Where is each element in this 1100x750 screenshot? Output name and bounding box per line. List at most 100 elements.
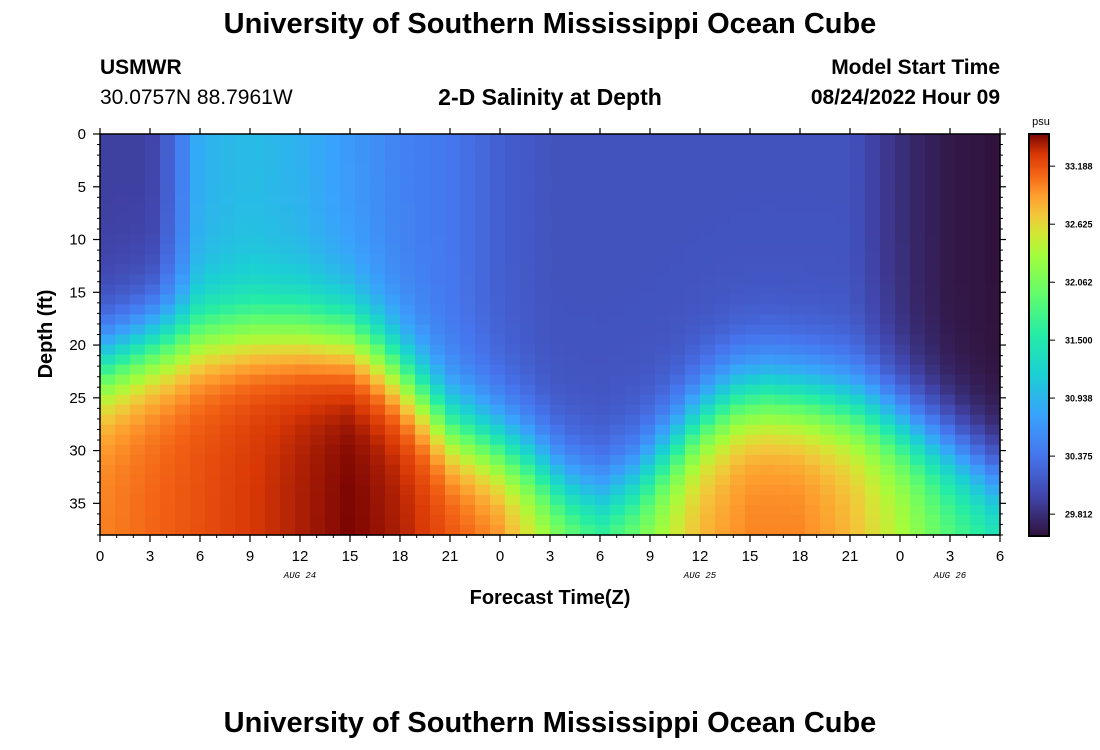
heatmap-cell: [325, 494, 341, 506]
heatmap-cell: [265, 454, 281, 466]
heatmap-cell: [700, 314, 716, 326]
heatmap-cell: [580, 254, 596, 265]
heatmap-cell: [265, 334, 281, 346]
heatmap-cell: [685, 304, 701, 316]
heatmap-cell: [670, 494, 686, 506]
heatmap-cell: [415, 454, 431, 466]
heatmap-cell: [775, 394, 791, 406]
heatmap-cell: [310, 454, 326, 466]
heatmap-cell: [145, 244, 161, 255]
heatmap-cell: [205, 434, 221, 446]
heatmap-cell: [460, 374, 476, 386]
heatmap-cell: [820, 264, 836, 275]
heatmap-cell: [190, 304, 206, 316]
heatmap-cell: [175, 174, 191, 185]
heatmap-cell: [250, 414, 266, 426]
heatmap-cells: [100, 134, 1001, 536]
heatmap-cell: [265, 224, 281, 235]
heatmap-cell: [280, 514, 296, 526]
heatmap-cell: [160, 514, 176, 526]
heatmap-cell: [400, 424, 416, 436]
heatmap-cell: [190, 214, 206, 225]
heatmap-cell: [790, 384, 806, 396]
heatmap-cell: [370, 134, 386, 145]
heatmap-cell: [805, 514, 821, 526]
heatmap-cell: [310, 474, 326, 486]
heatmap-cell: [775, 204, 791, 215]
heatmap-cell: [190, 454, 206, 466]
heatmap-cell: [475, 334, 491, 346]
heatmap-cell: [700, 324, 716, 336]
heatmap-cell: [760, 524, 776, 536]
heatmap-cell: [745, 244, 761, 255]
heatmap-cell: [520, 344, 536, 356]
heatmap-cell: [625, 484, 641, 496]
heatmap-cell: [565, 334, 581, 346]
heatmap-cell: [355, 354, 371, 366]
heatmap-cell: [685, 324, 701, 336]
heatmap-cell: [580, 344, 596, 356]
heatmap-cell: [700, 164, 716, 175]
heatmap-cell: [970, 404, 986, 416]
heatmap-cell: [640, 474, 656, 486]
heatmap-cell: [670, 134, 686, 145]
heatmap-cell: [955, 364, 971, 376]
heatmap-cell: [205, 314, 221, 326]
heatmap-cell: [895, 334, 911, 346]
heatmap-cell: [460, 314, 476, 326]
heatmap-cell: [445, 294, 461, 306]
heatmap-cell: [340, 144, 356, 155]
heatmap-cell: [790, 504, 806, 516]
heatmap-cell: [505, 254, 521, 265]
heatmap-cell: [415, 214, 431, 225]
heatmap-cell: [250, 144, 266, 155]
heatmap-cell: [700, 424, 716, 436]
heatmap-cell: [700, 344, 716, 356]
heatmap-cell: [190, 414, 206, 426]
heatmap-cell: [445, 274, 461, 285]
heatmap-cell: [970, 444, 986, 456]
heatmap-cell: [835, 144, 851, 155]
heatmap-cell: [895, 394, 911, 406]
heatmap-cell: [895, 304, 911, 316]
heatmap-cell: [715, 414, 731, 426]
colorbar-tick-label: 30.375: [1065, 452, 1093, 462]
heatmap-cell: [340, 464, 356, 476]
heatmap-cell: [220, 254, 236, 265]
heatmap-cell: [385, 214, 401, 225]
heatmap-cell: [310, 514, 326, 526]
heatmap-cell: [460, 414, 476, 426]
heatmap-cell: [385, 274, 401, 285]
heatmap-cell: [970, 304, 986, 316]
heatmap-cell: [130, 424, 146, 436]
heatmap-cell: [910, 224, 926, 235]
heatmap-cell: [760, 284, 776, 296]
heatmap-cell: [565, 264, 581, 275]
heatmap-cell: [460, 264, 476, 275]
heatmap-cell: [640, 494, 656, 506]
heatmap-cell: [595, 254, 611, 265]
heatmap-cell: [835, 154, 851, 165]
heatmap-cell: [130, 444, 146, 456]
heatmap-cell: [640, 344, 656, 356]
heatmap-cell: [280, 294, 296, 306]
heatmap-cell: [625, 214, 641, 225]
heatmap-cell: [940, 154, 956, 165]
heatmap-cell: [370, 434, 386, 446]
heatmap-cell: [610, 524, 626, 536]
heatmap-cell: [580, 484, 596, 496]
heatmap-cell: [415, 514, 431, 526]
heatmap-cell: [295, 264, 311, 275]
heatmap-cell: [190, 494, 206, 506]
heatmap-cell: [250, 204, 266, 215]
heatmap-cell: [850, 184, 866, 195]
heatmap-cell: [940, 514, 956, 526]
heatmap-cell: [985, 214, 1001, 225]
heatmap-cell: [580, 164, 596, 175]
heatmap-cell: [145, 254, 161, 265]
heatmap-cell: [295, 524, 311, 536]
heatmap-cell: [925, 324, 941, 336]
heatmap-cell: [400, 334, 416, 346]
heatmap-cell: [265, 484, 281, 496]
